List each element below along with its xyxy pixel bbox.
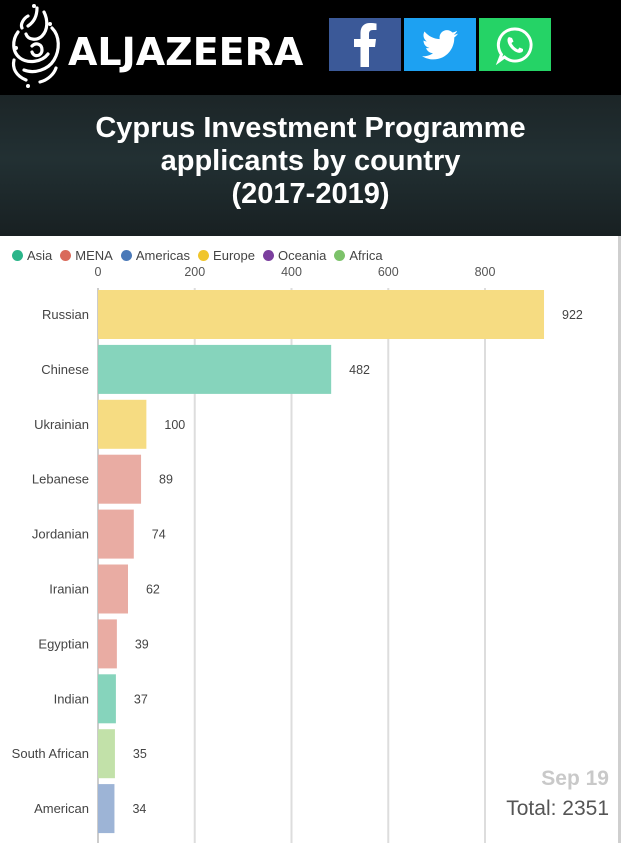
bar-iranian	[98, 564, 128, 614]
legend-dot	[334, 249, 346, 261]
legend-label: Africa	[349, 247, 383, 263]
legend-label: Europe	[213, 247, 255, 263]
title-line-1: Cyprus Investment Programme	[95, 112, 526, 144]
legend-label: Asia	[27, 247, 53, 263]
legend-item-oceania[interactable]: Oceania	[262, 247, 327, 263]
legend-item-asia[interactable]: Asia	[12, 248, 52, 263]
category-label: South African	[12, 746, 89, 761]
legend-label: Oceania	[277, 247, 327, 263]
x-tick-label: 200	[184, 265, 205, 279]
category-label: Lebanese	[32, 472, 89, 487]
brand-name: ALJAZEERA	[68, 30, 304, 74]
value-label: 35	[133, 747, 147, 761]
legend-item-africa[interactable]: Africa	[334, 247, 383, 263]
whatsapp-share-button[interactable]	[479, 18, 551, 71]
category-label: Jordanian	[32, 527, 89, 542]
bar-indian	[98, 674, 116, 724]
legend-item-europe[interactable]: Europe	[198, 248, 255, 263]
x-tick-label: 0	[95, 265, 102, 279]
category-label: Ukrainian	[34, 417, 89, 432]
category-label: Egyptian	[38, 636, 89, 651]
bar-ukrainian	[98, 399, 147, 449]
aljazeera-logo-icon[interactable]	[4, 2, 66, 92]
top-bar: ALJAZEERA	[0, 0, 621, 95]
whatsapp-icon	[495, 26, 533, 65]
legend-label: Americas	[135, 247, 191, 263]
title-line-3: (2017-2019)	[231, 178, 390, 210]
title-banner	[0, 95, 621, 236]
bar-chart: 0 200 400 600 800 Russian 922 Chinese 482 Ukraini…	[12, 265, 583, 843]
chart-title: Cyprus Investment Programme applicants b…	[0, 112, 621, 211]
category-label: American	[34, 801, 89, 816]
legend-item-mena[interactable]: MENA	[60, 248, 113, 263]
facebook-share-button[interactable]	[329, 18, 401, 71]
category-label: Russian	[42, 307, 89, 322]
bar-lebanese	[98, 454, 142, 504]
bar-south-african	[98, 729, 115, 779]
bar-chinese	[98, 344, 332, 394]
legend-dot	[60, 249, 72, 261]
legend-dot	[198, 249, 210, 261]
twitter-bird-icon	[422, 29, 458, 59]
value-label: 482	[349, 363, 370, 377]
legend-dot	[120, 249, 132, 261]
category-label: Indian	[54, 691, 89, 706]
bar-american	[98, 784, 115, 834]
x-tick-label: 400	[281, 265, 302, 279]
value-label: 37	[134, 692, 148, 706]
date-label: Sep 19	[541, 767, 609, 790]
value-label: 100	[164, 418, 185, 432]
legend-label: MENA	[75, 247, 113, 263]
facebook-icon	[354, 22, 377, 67]
value-label: 34	[132, 802, 146, 816]
x-tick-label: 600	[378, 265, 399, 279]
twitter-share-button[interactable]	[404, 18, 476, 71]
value-label: 62	[146, 583, 160, 597]
value-label: 74	[152, 528, 166, 542]
value-label: 89	[159, 473, 173, 487]
title-line-2: applicants by country	[160, 145, 461, 177]
bar-russian	[98, 290, 545, 339]
total-label: Total: 2351	[506, 797, 609, 820]
x-tick-label: 800	[475, 265, 496, 279]
category-label: Chinese	[41, 362, 89, 377]
chart-legend: Asia MENA Americas Europe Oceania Africa	[12, 245, 391, 265]
legend-item-americas[interactable]: Americas	[120, 247, 191, 263]
category-label: Iranian	[49, 582, 89, 597]
value-label: 922	[562, 308, 583, 322]
bar-jordanian	[98, 509, 134, 559]
legend-dot	[262, 249, 274, 261]
value-label: 39	[135, 637, 149, 651]
bar-egyptian	[98, 619, 117, 669]
legend-dot	[12, 249, 23, 261]
